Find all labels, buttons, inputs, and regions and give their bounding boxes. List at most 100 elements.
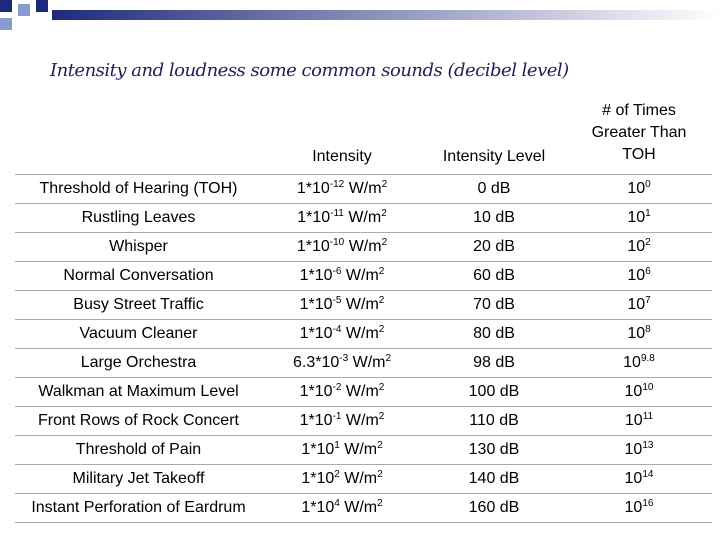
intensity-base: 1*10: [299, 383, 333, 400]
intensity-base: 1*10: [301, 470, 335, 487]
intensity-unit: W/m: [345, 267, 379, 284]
intensity-exponent: 2: [334, 469, 340, 480]
times-exponent: 1: [645, 208, 651, 219]
intensity-cell: 1*10-10 W/m2: [262, 232, 422, 262]
level-cell: 10 dB: [422, 203, 566, 233]
intensity-cell: 1*10-12 W/m2: [262, 174, 422, 204]
unit-exponent: 2: [378, 411, 385, 422]
times-exponent: 9.8: [640, 353, 655, 364]
times-base: 10: [627, 180, 646, 197]
table-row: Large Orchestra 6.3*10-3 W/m2 98 dB 109.8: [15, 348, 712, 378]
source-cell: Large Orchestra: [15, 348, 262, 378]
source-cell: Walkman at Maximum Level: [15, 377, 262, 407]
intensity-cell: 1*102 W/m2: [262, 464, 422, 494]
intensity-exponent: -4: [332, 324, 342, 335]
intensity-cell: 6.3*10-3 W/m2: [262, 348, 422, 378]
intensity-base: 1*10: [299, 267, 333, 284]
intensity-exponent: 4: [334, 498, 340, 509]
source-cell: Normal Conversation: [15, 261, 262, 291]
times-base: 10: [627, 267, 646, 284]
source-cell: Threshold of Pain: [15, 435, 262, 465]
times-exponent: 13: [642, 440, 654, 451]
intensity-unit: W/m: [345, 383, 379, 400]
intensity-exponent: -3: [339, 353, 349, 364]
unit-exponent: 2: [378, 266, 385, 277]
times-exponent: 14: [642, 469, 654, 480]
intensity-cell: 1*10-1 W/m2: [262, 406, 422, 436]
table-row: Front Rows of Rock Concert 1*10-1 W/m2 110…: [15, 406, 712, 436]
times-cell: 1011: [566, 406, 712, 436]
source-cell: Busy Street Traffic: [15, 290, 262, 320]
times-exponent: 7: [645, 295, 651, 306]
times-exponent: 16: [642, 498, 654, 509]
level-cell: 20 dB: [422, 232, 566, 262]
times-exponent: 6: [645, 266, 651, 277]
times-cell: 100: [566, 174, 712, 204]
intensity-cell: 1*10-11 W/m2: [262, 203, 422, 233]
source-cell: Front Rows of Rock Concert: [15, 406, 262, 436]
level-cell: 80 dB: [422, 319, 566, 349]
intensity-base: 1*10: [299, 325, 333, 342]
slide-title: Intensity and loudness some common sound…: [50, 60, 569, 81]
level-cell: 0 dB: [422, 174, 566, 204]
table-row: Threshold of Hearing (TOH) 1*10-12 W/m2 0 …: [15, 174, 712, 204]
intensity-base: 1*10: [296, 180, 330, 197]
intensity-cell: 1*10-2 W/m2: [262, 377, 422, 407]
times-exponent: 10: [642, 382, 654, 393]
header-cell: # of Times Greater Than TOH: [566, 92, 712, 175]
intensity-cell: 1*101 W/m2: [262, 435, 422, 465]
times-cell: 102: [566, 232, 712, 262]
intensity-unit: W/m: [344, 441, 378, 458]
intensity-cell: 1*10-5 W/m2: [262, 290, 422, 320]
source-cell: Threshold of Hearing (TOH): [15, 174, 262, 204]
unit-exponent: 2: [378, 324, 385, 335]
unit-exponent: 2: [381, 237, 388, 248]
unit-exponent: 2: [377, 440, 383, 451]
intensity-unit: W/m: [348, 180, 382, 197]
times-base: 10: [624, 499, 643, 516]
table-row: Walkman at Maximum Level 1*10-2 W/m2 100 d…: [15, 377, 712, 407]
times-cell: 108: [566, 319, 712, 349]
source-cell: Rustling Leaves: [15, 203, 262, 233]
table-row: Normal Conversation 1*10-6 W/m2 60 dB 106: [15, 261, 712, 291]
unit-exponent: 2: [378, 295, 385, 306]
intensity-unit: W/m: [348, 209, 382, 226]
table-row: Rustling Leaves 1*10-11 W/m2 10 dB 101: [15, 203, 712, 233]
times-base: 10: [624, 441, 643, 458]
times-exponent: 0: [645, 179, 651, 190]
unit-exponent: 2: [377, 469, 383, 480]
times-base: 10: [624, 470, 643, 487]
intensity-base: 1*10: [296, 238, 330, 255]
intensity-base: 1*10: [299, 412, 333, 429]
intensity-exponent: -12: [329, 179, 345, 190]
unit-exponent: 2: [377, 498, 383, 509]
decoration: [0, 0, 720, 30]
unit-exponent: 2: [381, 179, 388, 190]
times-base: 10: [624, 412, 643, 429]
header-cell: Intensity: [312, 148, 372, 165]
source-cell: Vacuum Cleaner: [15, 319, 262, 349]
source-cell: Whisper: [15, 232, 262, 262]
times-base: 10: [627, 325, 646, 342]
unit-exponent: 2: [381, 208, 387, 219]
intensity-base: 1*10: [297, 209, 331, 226]
intensity-cell: 1*10-6 W/m2: [262, 261, 422, 291]
intensity-unit: W/m: [352, 354, 386, 371]
level-cell: 70 dB: [422, 290, 566, 320]
table-body: Threshold of Hearing (TOH) 1*10-12 W/m2 0 …: [15, 174, 712, 523]
source-cell: Military Jet Takeoff: [15, 464, 262, 494]
table-row: Busy Street Traffic 1*10-5 W/m2 70 dB 107: [15, 290, 712, 320]
times-exponent: 11: [642, 411, 654, 422]
table-row: Threshold of Pain 1*101 W/m2 130 dB 1013: [15, 435, 712, 465]
times-base: 10: [623, 354, 641, 371]
intensity-exponent: 1: [334, 440, 340, 451]
level-cell: 98 dB: [422, 348, 566, 378]
times-cell: 106: [566, 261, 712, 291]
level-cell: 160 dB: [422, 493, 566, 523]
level-cell: 100 dB: [422, 377, 566, 407]
intensity-unit: W/m: [345, 412, 379, 429]
times-cell: 1014: [566, 464, 712, 494]
intensity-exponent: -11: [330, 208, 344, 219]
times-cell: 109.8: [566, 348, 712, 378]
table-row: Instant Perforation of Eardrum 1*104 W/m2…: [15, 493, 712, 523]
